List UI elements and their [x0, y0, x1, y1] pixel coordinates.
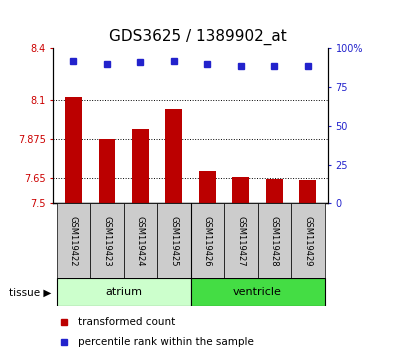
Bar — [65, 97, 82, 204]
Bar — [98, 139, 115, 204]
Bar — [132, 130, 149, 204]
Bar — [56, 279, 191, 307]
Text: percentile rank within the sample: percentile rank within the sample — [78, 337, 254, 347]
Text: GSM119429: GSM119429 — [303, 216, 312, 266]
Bar — [258, 204, 291, 279]
Text: transformed count: transformed count — [78, 317, 175, 327]
Text: atrium: atrium — [105, 287, 142, 297]
Bar — [191, 279, 325, 307]
Text: GSM119424: GSM119424 — [136, 216, 145, 266]
Bar — [157, 204, 191, 279]
Text: GSM119423: GSM119423 — [102, 216, 111, 266]
Bar — [232, 177, 249, 204]
Bar — [191, 204, 224, 279]
Text: GSM119426: GSM119426 — [203, 216, 212, 266]
Text: ventricle: ventricle — [233, 287, 282, 297]
Bar — [199, 171, 216, 204]
Bar — [266, 179, 283, 204]
Text: GSM119422: GSM119422 — [69, 216, 78, 266]
Bar — [299, 180, 316, 204]
Bar — [56, 204, 90, 279]
Bar — [90, 204, 124, 279]
Text: GSM119428: GSM119428 — [270, 216, 279, 266]
Text: tissue ▶: tissue ▶ — [9, 287, 52, 297]
Bar — [166, 109, 182, 204]
Bar — [124, 204, 157, 279]
Bar — [291, 204, 325, 279]
Bar — [224, 204, 258, 279]
Text: GDS3625 / 1389902_at: GDS3625 / 1389902_at — [109, 29, 286, 45]
Text: GSM119425: GSM119425 — [169, 216, 179, 266]
Text: GSM119427: GSM119427 — [236, 216, 245, 266]
